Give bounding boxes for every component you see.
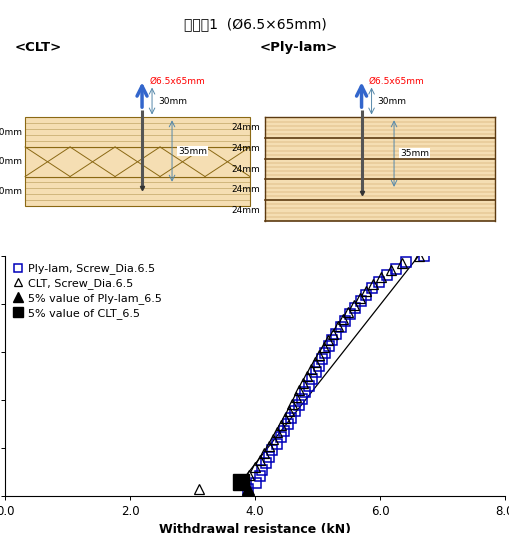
Bar xyxy=(25,117,249,147)
Text: 30mm: 30mm xyxy=(0,157,22,166)
Bar xyxy=(25,147,249,176)
Text: Ø6.5x65mm: Ø6.5x65mm xyxy=(369,77,424,86)
Text: 스크루1  (Ø6.5×65mm): 스크루1 (Ø6.5×65mm) xyxy=(183,17,326,31)
Text: 35mm: 35mm xyxy=(178,147,207,156)
Text: 24mm: 24mm xyxy=(231,144,260,153)
Text: <CLT>: <CLT> xyxy=(15,42,62,54)
Legend: Ply-lam, Screw_Dia.6.5, CLT, Screw_Dia.6.5, 5% value of Ply-lam_6.5, 5% value of: Ply-lam, Screw_Dia.6.5, CLT, Screw_Dia.6… xyxy=(11,261,164,321)
Text: <Ply-lam>: <Ply-lam> xyxy=(260,42,337,54)
Text: 30mm: 30mm xyxy=(0,187,22,196)
Text: 30mm: 30mm xyxy=(377,97,406,106)
Text: 24mm: 24mm xyxy=(231,123,260,132)
Bar xyxy=(265,159,494,180)
X-axis label: Withdrawal resistance (kN): Withdrawal resistance (kN) xyxy=(159,523,350,533)
Text: 24mm: 24mm xyxy=(231,206,260,215)
Text: Ø6.5x65mm: Ø6.5x65mm xyxy=(149,77,205,86)
Bar xyxy=(265,180,494,200)
Text: 35mm: 35mm xyxy=(399,149,428,158)
Text: 24mm: 24mm xyxy=(231,185,260,195)
Bar xyxy=(265,117,494,138)
Bar xyxy=(265,138,494,159)
Text: 30mm: 30mm xyxy=(158,97,187,106)
Text: 30mm: 30mm xyxy=(0,128,22,136)
Text: 24mm: 24mm xyxy=(231,165,260,174)
Bar xyxy=(265,200,494,221)
Bar xyxy=(25,176,249,206)
